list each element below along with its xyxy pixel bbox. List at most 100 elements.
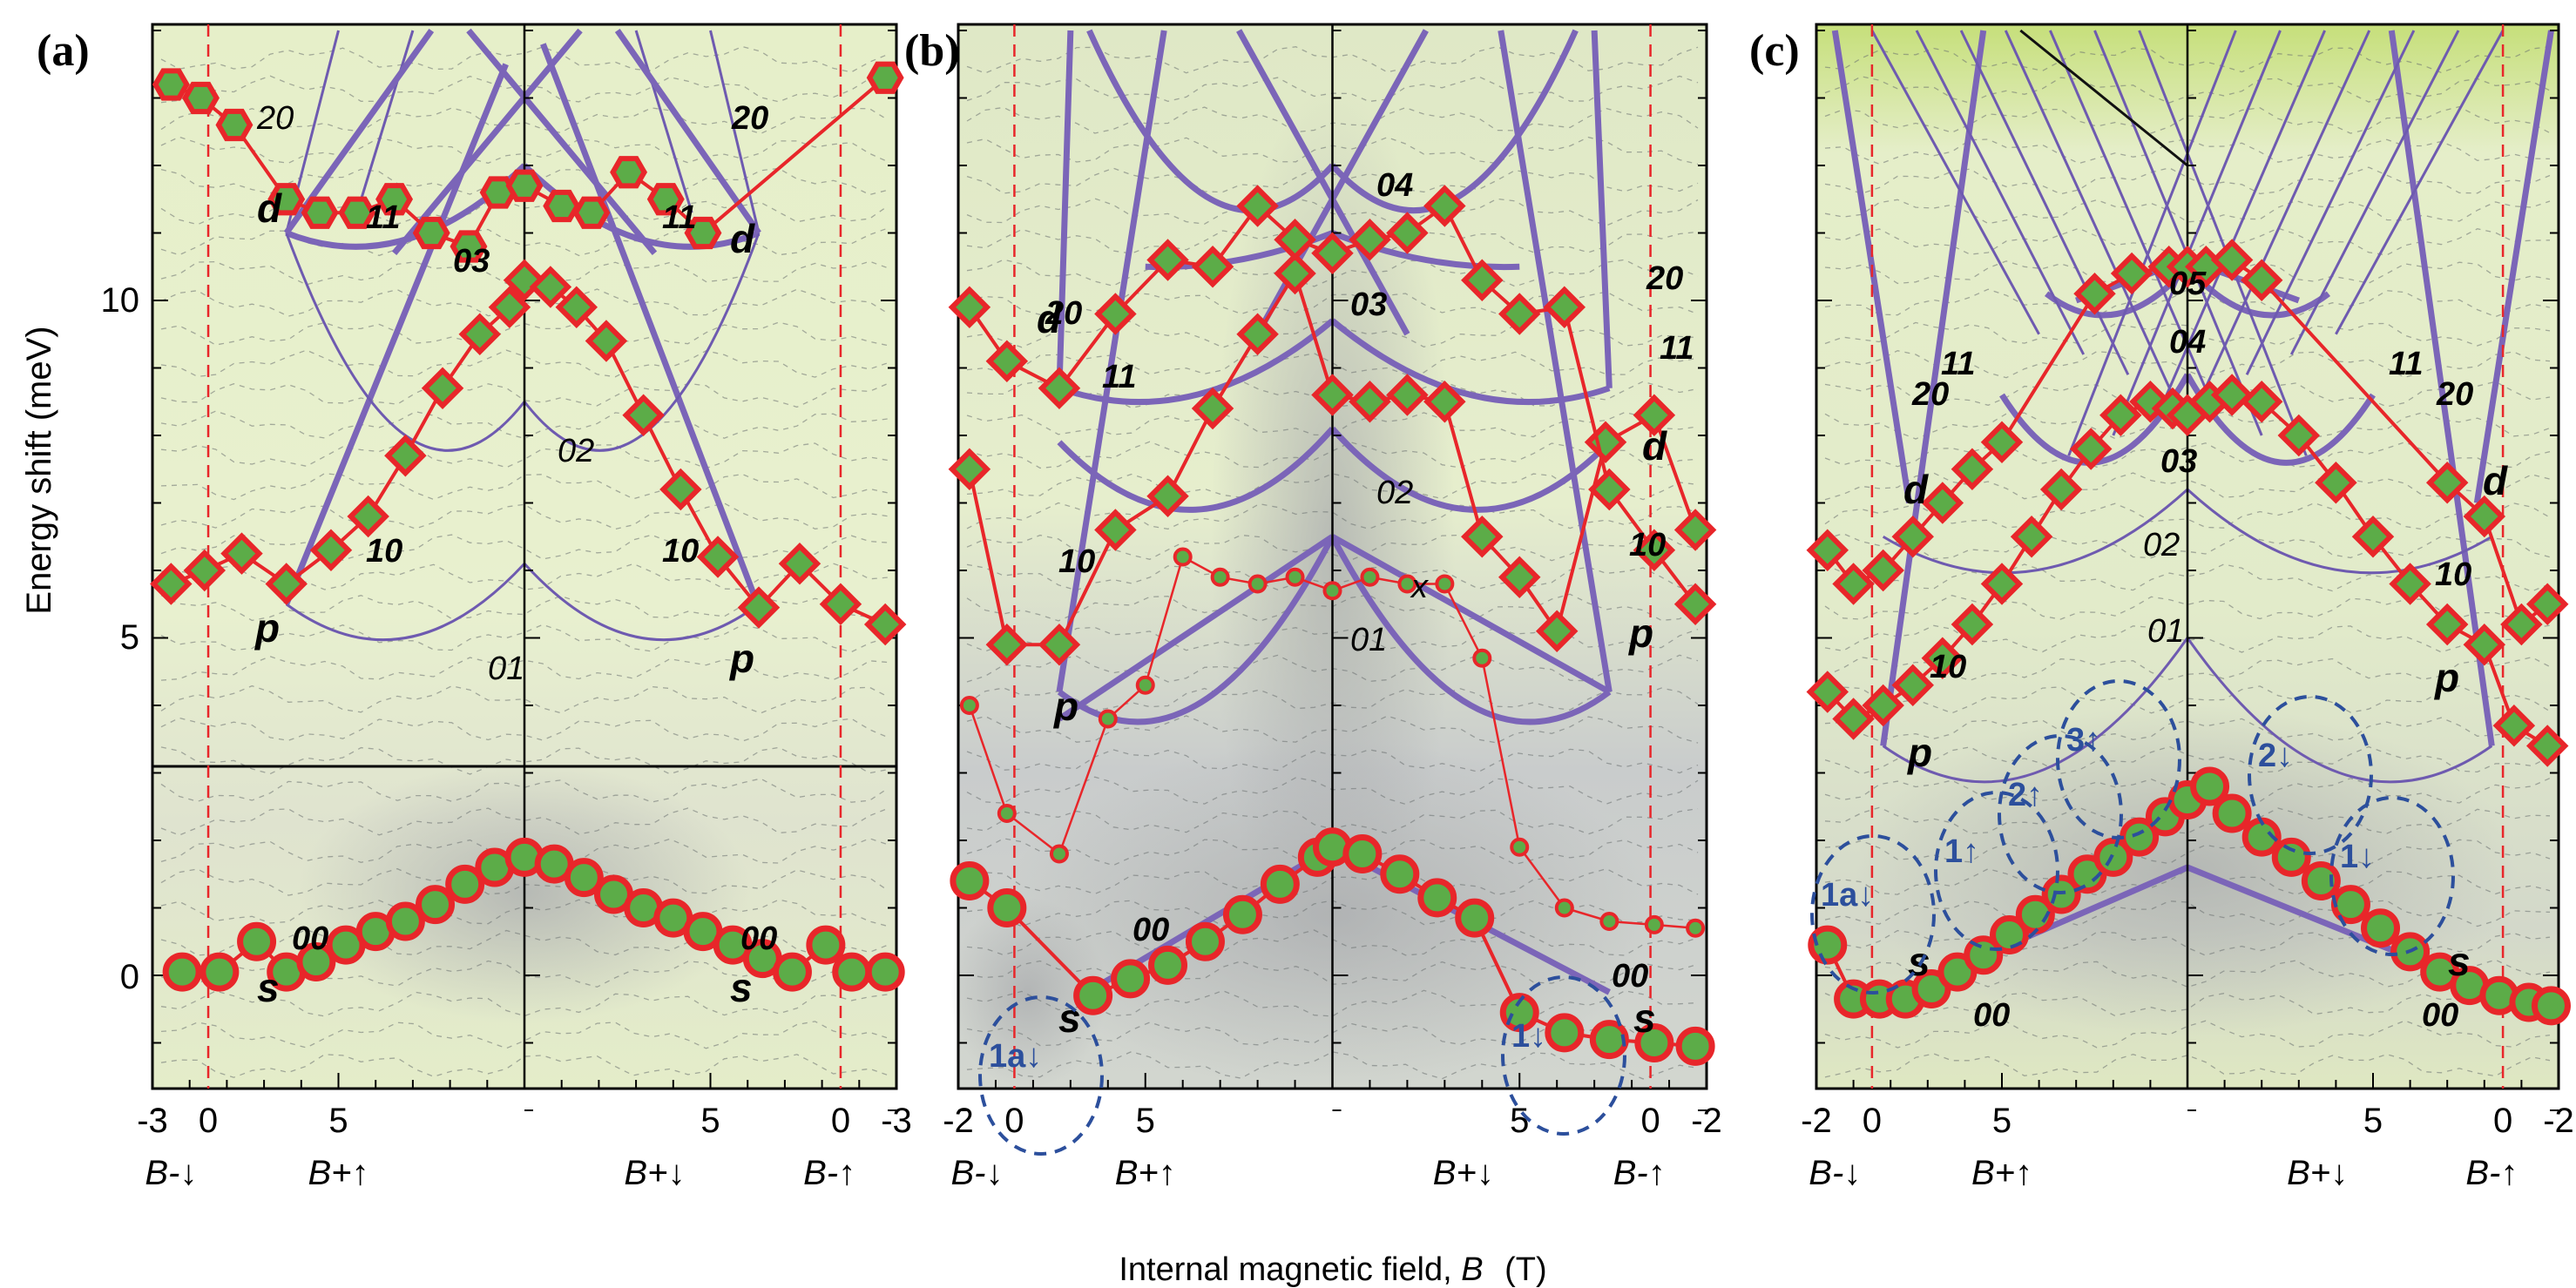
- data-point-p-shell: [1673, 509, 1717, 551]
- transition-annotation: 1a↓: [989, 1038, 1042, 1075]
- data-point-p-shell: [696, 536, 740, 578]
- theory-03-arc-left: [1058, 318, 1335, 405]
- x-tick-label: 5: [1992, 1102, 2011, 1140]
- x-tick-label: 0: [1863, 1102, 1882, 1140]
- theory-02-arc-left: [1882, 488, 2189, 575]
- transition-ellipse: [978, 995, 1104, 1156]
- theory-thin-grid: [2335, 30, 2505, 335]
- contour-line: [966, 626, 1699, 652]
- data-point-d-shell: [1386, 212, 1429, 254]
- data-point-s-shell: [2093, 837, 2133, 877]
- data-point-d-shell: [152, 68, 190, 101]
- data-point-d-shell: [301, 196, 339, 229]
- data-point-d-shell: [215, 108, 254, 142]
- theory-cross-1: [466, 28, 658, 255]
- transition-annotation: 3↑: [2066, 722, 2101, 759]
- contour-line: [1824, 992, 2551, 1018]
- contour-line: [160, 349, 889, 378]
- data-point-s-shell: [445, 864, 485, 904]
- x-tick-label: 0: [199, 1102, 218, 1140]
- x-axis-label: Internal magnetic field, B (T): [1119, 1251, 1546, 1288]
- data-point-x-state: [1510, 837, 1530, 857]
- level-label: x: [1410, 569, 1430, 605]
- data-point-d-shell: [2240, 259, 2283, 301]
- field-direction-label: B+↑: [1971, 1154, 2032, 1192]
- theory-thin-grid: [2289, 30, 2460, 355]
- contour-line: [1824, 900, 2551, 927]
- theory-thin-grid: [2049, 30, 2219, 416]
- data-point-p-shell: [659, 468, 702, 511]
- contour-line: [160, 410, 889, 440]
- data-point-s-shell: [806, 925, 846, 965]
- field-direction-label: B+↓: [1433, 1154, 1494, 1192]
- data-point-s-shell: [1417, 878, 1457, 918]
- data-point-d-shell: [338, 196, 376, 229]
- contour-line: [160, 928, 889, 956]
- level-label: 03: [453, 243, 490, 280]
- data-point-p-shell: [1191, 387, 1234, 430]
- data-point-x-state: [1247, 574, 1268, 594]
- level-label: 10: [1930, 649, 1966, 685]
- data-point-d-shell: [412, 216, 450, 250]
- level-label: 01: [488, 651, 524, 687]
- level-label: 11: [1102, 359, 1136, 395]
- data-point-p-shell: [1498, 556, 1541, 598]
- data-point-d-shell: [375, 183, 414, 216]
- level-label: 03: [2160, 443, 2197, 480]
- data-point-s-shell: [772, 952, 812, 992]
- data-point-p-shell: [2463, 624, 2506, 666]
- data-point-p-shell: [2069, 428, 2113, 470]
- field-direction-label: B+↑: [308, 1154, 368, 1192]
- data-point-p-shell: [1862, 684, 1904, 727]
- data-point-p-shell: [737, 586, 781, 629]
- x-tick-label: 0: [2493, 1102, 2512, 1140]
- contour-line: [160, 136, 889, 164]
- state-label: d: [2483, 458, 2508, 503]
- contour-line: [160, 838, 889, 864]
- data-point-s-shell: [1148, 945, 1188, 985]
- theory-02-arc-right: [2186, 488, 2493, 575]
- contour-line: [160, 656, 889, 681]
- theory-01-arc-right: [2186, 637, 2493, 784]
- data-point-s-shell: [1964, 935, 2004, 975]
- transition-annotation: 2↓: [2258, 738, 2293, 774]
- data-point-x-state: [1049, 844, 1069, 864]
- data-point-p-shell: [384, 435, 427, 477]
- data-point-d-shell: [2525, 583, 2569, 625]
- data-point-p-shell: [622, 394, 665, 436]
- data-point-s-shell: [865, 952, 905, 992]
- data-point-p-shell: [1921, 637, 1964, 679]
- data-point-p-shell: [2240, 381, 2283, 423]
- contour-line: [1824, 381, 2551, 408]
- field-direction-label: B+↓: [624, 1154, 685, 1192]
- transition-ellipse: [2248, 695, 2373, 855]
- transition-annotation: 1↑: [1944, 833, 1979, 870]
- level-label: 20: [1646, 260, 1683, 297]
- x-tick-label: 5: [700, 1102, 720, 1140]
- data-point-s-shell: [2531, 986, 2571, 1026]
- data-point-x-state: [1435, 574, 1455, 594]
- y-tick-10: 10: [101, 281, 140, 320]
- data-point-p-shell: [1461, 516, 1504, 558]
- contour-line: [1824, 868, 2551, 896]
- data-point-p-shell: [863, 603, 907, 646]
- data-point-p-shell: [309, 529, 353, 571]
- data-point-s-shell: [1589, 1020, 1629, 1060]
- data-point-d-shell: [866, 61, 904, 94]
- data-point-x-state: [1599, 912, 1619, 931]
- x-axis-label-prefix: Internal magnetic field,: [1119, 1251, 1461, 1288]
- data-point-s-shell: [416, 885, 456, 925]
- data-point-d-shell: [610, 156, 648, 189]
- panel-label: (a): [37, 26, 90, 76]
- contour-line: [160, 227, 889, 257]
- data-point-s-shell: [1499, 993, 1539, 1033]
- contour-line: [1824, 684, 2551, 714]
- data-point-d-shell: [182, 81, 220, 115]
- contour-line: [966, 533, 1699, 562]
- theory-thin-right-2: [634, 30, 693, 213]
- level-label: 10: [2435, 556, 2471, 593]
- theory-thin-right: [709, 30, 761, 233]
- data-point-d-shell: [646, 183, 685, 216]
- contour-line: [1824, 227, 2551, 256]
- contour-line: [1824, 745, 2551, 775]
